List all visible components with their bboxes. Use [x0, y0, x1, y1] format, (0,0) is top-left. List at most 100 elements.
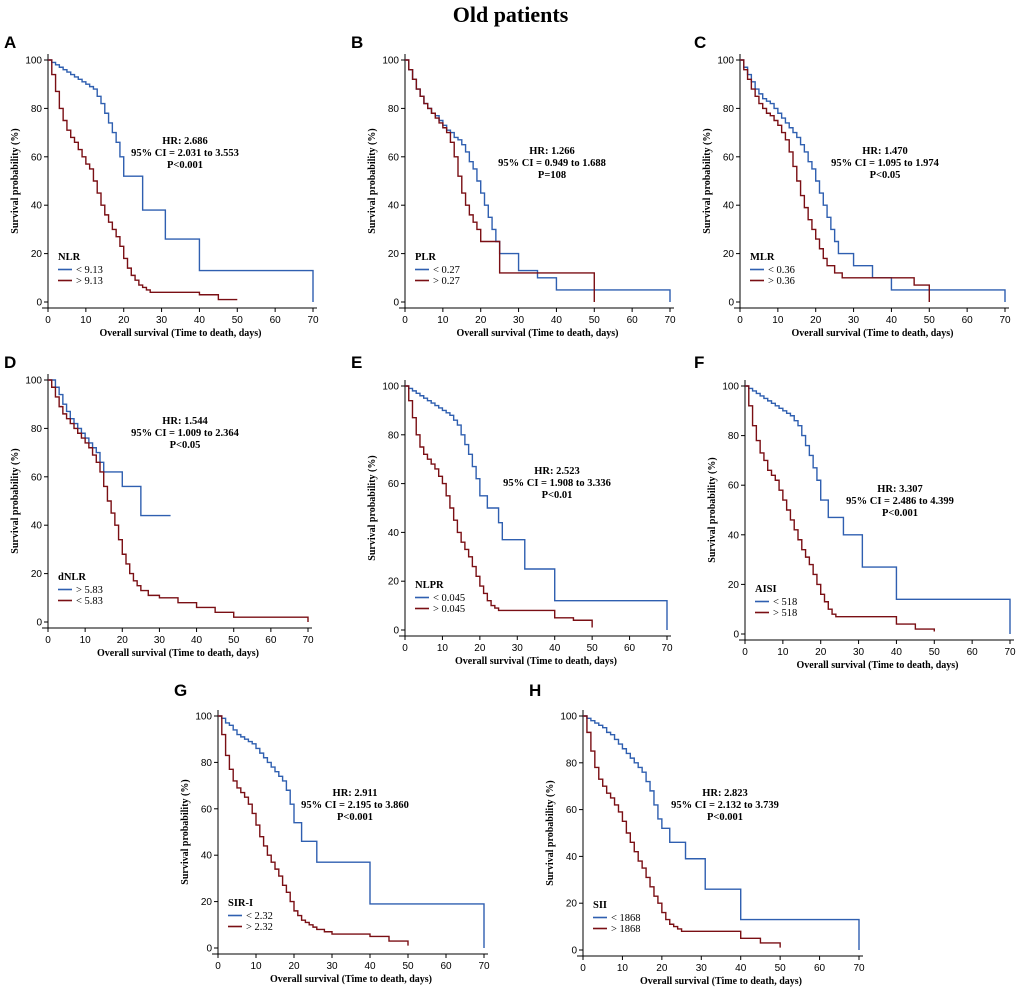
x-tick-label: 60 — [627, 315, 639, 326]
panel-letter: G — [174, 681, 187, 700]
y-tick-label: 0 — [733, 630, 739, 641]
x-tick-label: 0 — [742, 647, 748, 658]
y-tick-label: 0 — [206, 944, 212, 955]
legend-title: NLR — [58, 252, 81, 263]
survival-curve-9-13 — [48, 59, 238, 301]
stat-line: P<0.001 — [167, 160, 203, 171]
x-tick-label: 70 — [1004, 647, 1016, 658]
legend-label: > 0.045 — [433, 604, 465, 615]
survival-curve-5-83 — [48, 379, 309, 622]
stat-line: HR: 2.823 — [702, 788, 748, 799]
x-tick-label: 20 — [118, 315, 130, 326]
panel-letter: C — [694, 33, 706, 52]
x-tick-label: 0 — [737, 315, 743, 326]
x-axis-title: Overall survival (Time to death, days) — [796, 660, 958, 671]
survival-curve-2-32 — [218, 715, 409, 946]
y-tick-label: 20 — [723, 249, 735, 260]
x-tick-label: 30 — [154, 635, 166, 646]
y-axis-title: Survival probability (%) — [367, 455, 378, 560]
survival-curve-1868 — [583, 715, 860, 950]
x-tick-label: 0 — [580, 963, 586, 974]
stat-line: 95% CI = 1.095 to 1.974 — [831, 158, 940, 169]
legend-label: > 9.13 — [76, 276, 103, 287]
x-tick-label: 0 — [402, 315, 408, 326]
panel-a: A 0 20 40 60 80 100 0 10 20 30 40 50 60 70 Overall surv… — [4, 33, 319, 339]
survival-curve-0-045 — [405, 385, 668, 630]
survival-curve-1868 — [583, 715, 781, 948]
x-tick-label: 60 — [265, 635, 277, 646]
y-tick-label: 40 — [723, 201, 735, 212]
survival-curve-518 — [745, 385, 1011, 634]
x-axis-title: Overall survival (Time to death, days) — [640, 976, 802, 987]
stat-line: P<0.01 — [542, 490, 573, 501]
x-axis-title: Overall survival (Time to death, days) — [791, 328, 953, 339]
x-tick-label: 70 — [478, 961, 490, 972]
panel-f: F 0 20 40 60 80 100 0 10 20 30 40 50 60 70 Overall surv… — [694, 353, 1016, 671]
legend-label: < 0.36 — [768, 265, 795, 276]
stat-line: HR: 1.544 — [162, 416, 208, 427]
y-tick-label: 80 — [566, 758, 578, 769]
figure-title: Old patients — [452, 2, 569, 27]
legend-label: < 2.32 — [246, 911, 273, 922]
y-tick-label: 60 — [31, 472, 43, 483]
stat-line: HR: 2.523 — [534, 466, 580, 477]
x-tick-label: 50 — [402, 961, 414, 972]
stat-line: HR: 2.686 — [162, 136, 208, 147]
x-axis-title: Overall survival (Time to death, days) — [456, 328, 618, 339]
y-tick-label: 100 — [382, 382, 399, 393]
x-tick-label: 10 — [250, 961, 262, 972]
survival-curve-0-27 — [405, 59, 595, 302]
panel-letter: H — [529, 681, 541, 700]
legend-label: < 5.83 — [76, 596, 103, 607]
x-tick-label: 20 — [656, 963, 668, 974]
survival-curve-5-83 — [48, 379, 171, 517]
legend-label: > 2.32 — [246, 922, 273, 933]
panel-letter: B — [351, 33, 363, 52]
y-tick-label: 20 — [201, 897, 213, 908]
x-tick-label: 30 — [696, 963, 708, 974]
panel-g: G 0 20 40 60 80 100 0 10 20 30 40 50 60 70 Overall surv… — [174, 681, 490, 985]
legend-label: < 1868 — [611, 913, 641, 924]
panel-letter: A — [4, 33, 16, 52]
x-tick-label: 40 — [551, 315, 563, 326]
y-tick-label: 80 — [728, 431, 740, 442]
panel-c: C 0 20 40 60 80 100 0 10 20 30 40 50 60 70 Overall surv… — [694, 33, 1011, 339]
y-tick-label: 20 — [388, 577, 400, 588]
y-tick-label: 60 — [728, 481, 740, 492]
x-tick-label: 0 — [45, 635, 51, 646]
y-tick-label: 0 — [36, 618, 42, 629]
survival-curve-0-045 — [405, 385, 593, 628]
x-tick-label: 70 — [999, 315, 1011, 326]
panel-b: B 0 20 40 60 80 100 0 10 20 30 40 50 60 70 Overall surv… — [351, 33, 676, 339]
stat-line: 95% CI = 2.031 to 3.553 — [131, 148, 239, 159]
x-tick-label: 30 — [848, 315, 860, 326]
y-axis-title: Survival probability (%) — [10, 128, 21, 233]
y-tick-label: 100 — [195, 712, 212, 723]
x-tick-label: 60 — [440, 961, 452, 972]
x-tick-label: 40 — [891, 647, 903, 658]
y-tick-label: 100 — [382, 56, 399, 67]
x-tick-label: 0 — [45, 315, 51, 326]
legend-title: MLR — [750, 252, 775, 263]
y-tick-label: 60 — [388, 152, 400, 163]
legend-label: > 0.36 — [768, 276, 795, 287]
x-axis-title: Overall survival (Time to death, days) — [455, 656, 617, 667]
x-tick-label: 30 — [512, 643, 524, 654]
survival-curve-0-36 — [740, 59, 1006, 302]
y-tick-label: 80 — [31, 424, 43, 435]
x-tick-label: 60 — [814, 963, 826, 974]
x-axis-title: Overall survival (Time to death, days) — [270, 974, 432, 985]
x-tick-label: 40 — [194, 315, 206, 326]
legend-label: < 0.27 — [433, 265, 460, 276]
y-tick-label: 100 — [25, 56, 42, 67]
x-tick-label: 50 — [589, 315, 601, 326]
x-tick-label: 10 — [437, 315, 449, 326]
stat-line: P=108 — [538, 170, 566, 181]
y-tick-label: 80 — [388, 430, 400, 441]
y-tick-label: 20 — [566, 899, 578, 910]
x-tick-label: 40 — [549, 643, 561, 654]
panel-letter: E — [351, 353, 362, 372]
y-tick-label: 40 — [31, 521, 43, 532]
y-tick-label: 20 — [31, 249, 43, 260]
stat-line: 95% CI = 2.195 to 3.860 — [301, 800, 409, 811]
